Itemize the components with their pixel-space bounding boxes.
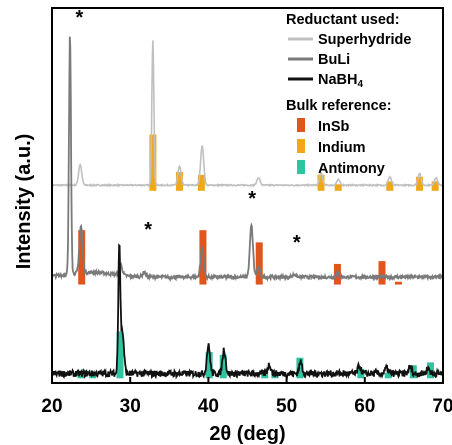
diffraction-patterns — [51, 36, 444, 380]
plot-frame — [51, 7, 444, 384]
x-tick-label-0: 20 — [41, 396, 62, 417]
legend-heading-reference: Bulk reference: — [286, 98, 392, 114]
x-tick-label-1: 30 — [120, 396, 141, 417]
buli-pattern-line — [51, 36, 443, 283]
antimony-reference-bar-4 — [219, 354, 227, 379]
indium-legend-label: Indium — [318, 140, 366, 156]
insb-reference-bar-5 — [394, 281, 402, 285]
insb-reference-bar-4 — [378, 261, 386, 285]
legend: Reductant used: Superhydride BuLi NaBH4 Bulk… — [286, 12, 411, 177]
indium-reference-bar-0 — [149, 134, 157, 191]
indium-reference-bar-5 — [386, 181, 394, 191]
asterisk-marker-0: * — [75, 7, 83, 29]
x-axis-label: 2θ (deg) — [209, 423, 285, 445]
antimony-reference-bar-2 — [116, 331, 124, 379]
insb-reference-bar-2 — [255, 242, 263, 285]
insb-legend-label: InSb — [318, 119, 350, 135]
indium-reference-bar-4 — [334, 184, 342, 191]
indium-reference-bar-1 — [175, 172, 183, 191]
antimony-legend-label: Antimony — [318, 161, 385, 177]
superhydride-pattern-line — [51, 40, 444, 188]
indium-reference-bar-3 — [317, 174, 325, 191]
y-axis-label: Intensity (a.u.) — [13, 134, 35, 270]
indium-reference-bar-6 — [416, 176, 424, 191]
antimony-reference-bar-9 — [384, 372, 392, 379]
indium-reference-bar-2 — [197, 174, 205, 191]
asterisk-marker-2: * — [248, 188, 256, 210]
x-tick-label-5: 70 — [432, 396, 452, 417]
nabh4-legend-label: NaBH4 — [318, 72, 363, 90]
superhydride-legend-label: Superhydride — [318, 32, 411, 48]
asterisk-marker-1: * — [144, 219, 152, 241]
indium-reference-bar-7 — [431, 181, 439, 191]
antimony-reference-bar-3 — [205, 352, 213, 379]
legend-heading-reductant: Reductant used: — [286, 12, 400, 28]
antimony-legend-swatch — [297, 160, 305, 174]
indium-legend-swatch — [297, 139, 305, 153]
buli-legend-label: BuLi — [318, 52, 350, 68]
impurity-markers: * * * * — [75, 7, 300, 254]
insb-legend-swatch — [297, 118, 305, 132]
antimony-reference-bar-7 — [296, 357, 304, 379]
nabh4-pattern-line — [51, 243, 444, 380]
x-tick-label-2: 40 — [198, 396, 219, 417]
x-axis-ticks: 20 30 40 50 60 70 — [41, 377, 452, 417]
insb-reference-bar-0 — [78, 230, 86, 285]
x-tick-label-3: 50 — [276, 396, 297, 417]
asterisk-marker-3: * — [293, 232, 301, 254]
x-tick-label-4: 60 — [354, 396, 375, 417]
